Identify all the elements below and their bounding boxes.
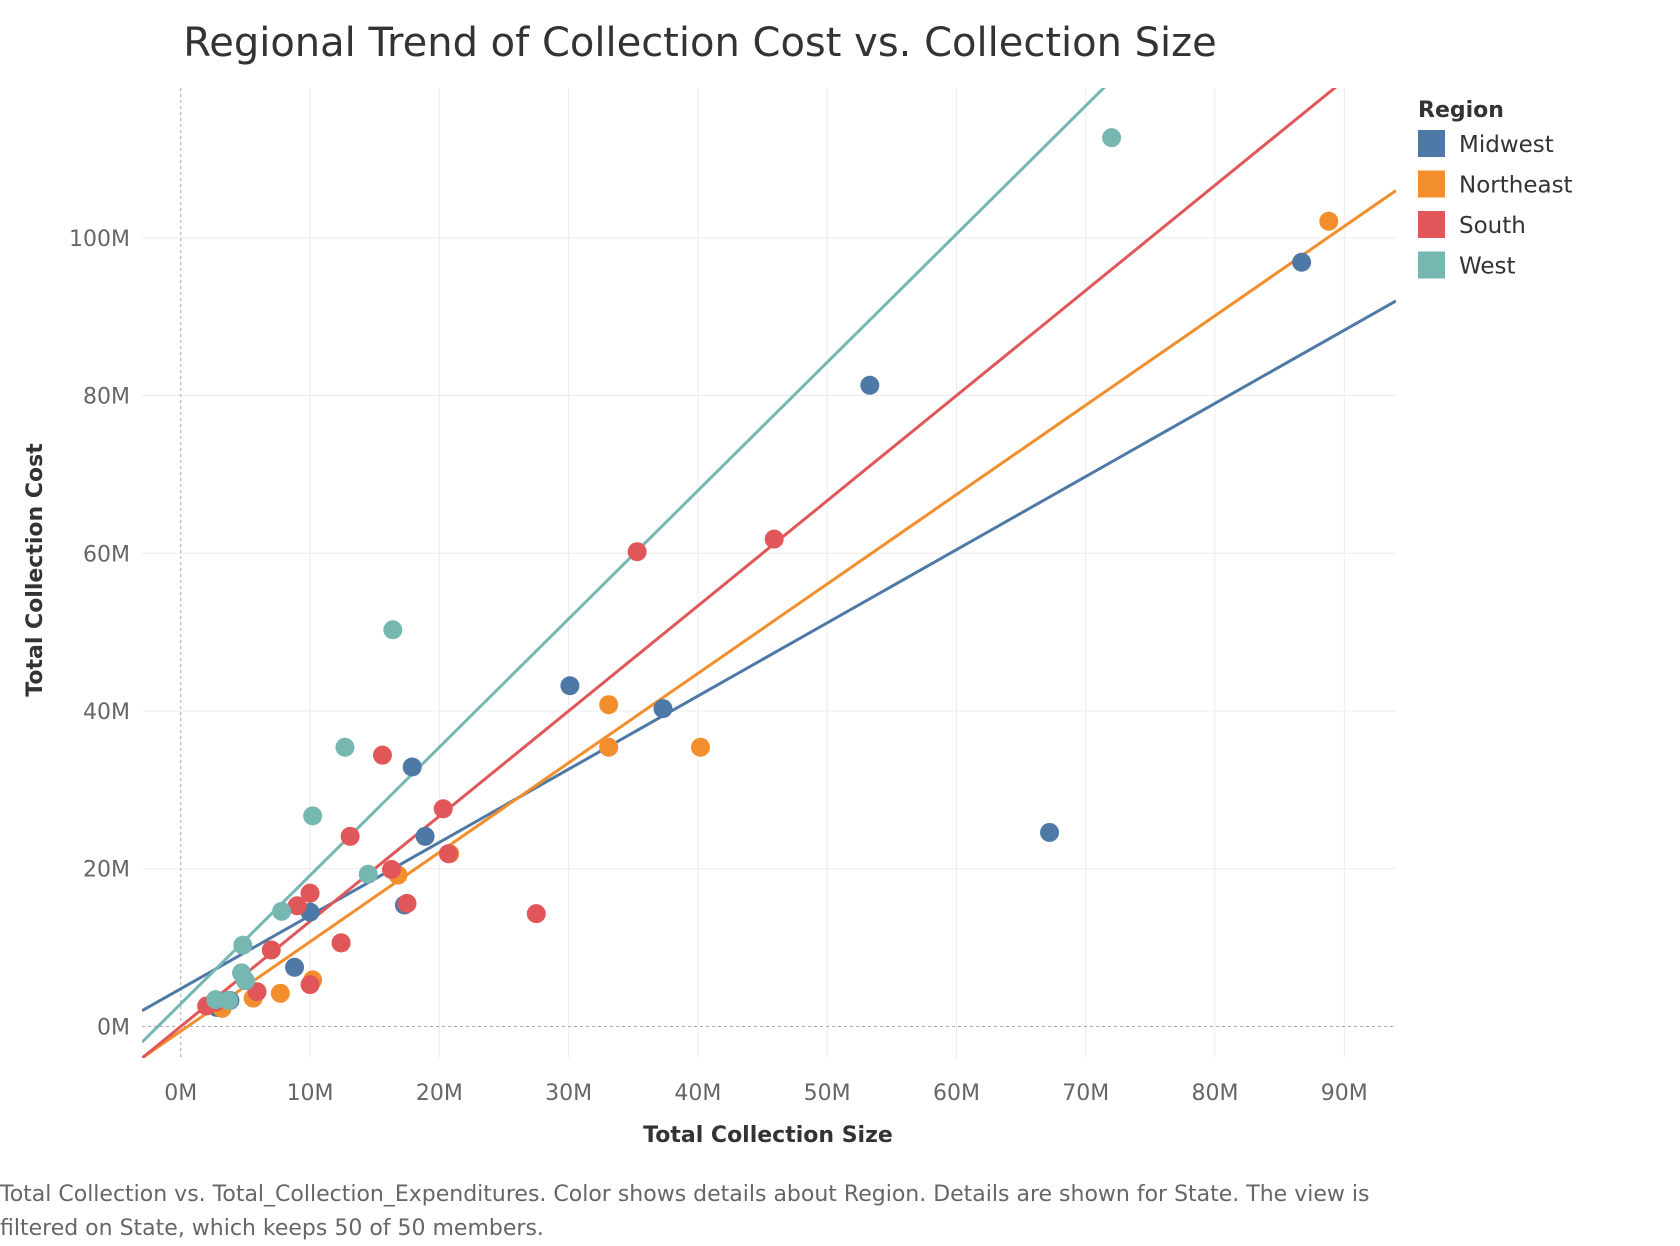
legend-label-west: West: [1459, 254, 1516, 280]
point-midwest: [1292, 252, 1312, 272]
x-tick-label: 60M: [933, 1081, 980, 1106]
point-west: [219, 990, 239, 1010]
legend-swatch-midwest: [1418, 130, 1445, 157]
point-midwest: [402, 757, 422, 777]
point-west: [272, 901, 292, 921]
point-west: [235, 971, 255, 991]
point-midwest: [285, 957, 305, 977]
point-south: [300, 883, 320, 903]
data-points: [197, 128, 1339, 1018]
x-tick-label: 0M: [164, 1081, 197, 1106]
legend-label-south: South: [1459, 213, 1526, 239]
trend-line-south: [142, 88, 1337, 1058]
y-tick-label: 80M: [83, 385, 130, 410]
legend-title: Region: [1418, 98, 1504, 123]
point-south: [764, 529, 784, 549]
point-midwest: [653, 699, 673, 719]
y-axis-title: Total Collection Cost: [23, 443, 48, 697]
point-west: [358, 864, 378, 884]
point-south: [300, 975, 320, 995]
x-tick-label: 80M: [1192, 1081, 1239, 1106]
legend-label-northeast: Northeast: [1459, 173, 1573, 199]
point-midwest: [560, 676, 580, 696]
point-midwest: [860, 375, 880, 395]
y-axis-tick-labels: 0M 20M 40M 60M 80M 100M: [69, 227, 130, 1041]
y-tick-label: 60M: [83, 542, 130, 567]
point-south: [627, 542, 647, 562]
point-south: [397, 893, 417, 913]
x-tick-label: 20M: [416, 1081, 463, 1106]
trend-line-midwest: [142, 299, 1396, 1012]
y-tick-label: 20M: [83, 858, 130, 883]
x-tick-label: 90M: [1321, 1081, 1368, 1106]
point-west: [335, 737, 355, 757]
point-south: [382, 860, 402, 880]
point-northeast: [690, 737, 710, 757]
point-south: [287, 896, 307, 916]
point-west: [383, 620, 403, 640]
point-west: [303, 806, 323, 826]
y-tick-label: 100M: [69, 227, 130, 252]
legend-label-midwest: Midwest: [1459, 132, 1554, 158]
point-south: [261, 940, 281, 960]
legend-swatch-south: [1418, 211, 1445, 238]
point-south: [433, 799, 453, 819]
gridlines: [142, 88, 1396, 1058]
point-west: [1102, 128, 1122, 148]
x-tick-label: 40M: [674, 1081, 721, 1106]
zero-lines: [142, 88, 1396, 1058]
y-tick-label: 0M: [97, 1015, 130, 1040]
legend-swatch-northeast: [1418, 170, 1445, 198]
point-south: [340, 826, 360, 846]
point-south: [372, 745, 392, 765]
trend-lines: [142, 88, 1396, 1058]
point-northeast: [599, 695, 619, 715]
point-northeast: [270, 983, 290, 1003]
trend-line-northeast: [142, 189, 1396, 1058]
point-south: [438, 844, 458, 864]
point-midwest: [415, 826, 435, 846]
point-south: [331, 933, 351, 953]
chart-title: Regional Trend of Collection Cost vs. Co…: [183, 20, 1217, 66]
y-tick-label: 40M: [83, 700, 130, 725]
x-tick-label: 30M: [545, 1081, 592, 1106]
legend: Region Midwest Northeast South West: [1418, 98, 1573, 280]
point-northeast: [1319, 211, 1339, 231]
point-west: [233, 935, 253, 955]
chart-caption: Total Collection vs. Total_Collection_Ex…: [0, 1182, 1370, 1241]
point-midwest: [1040, 822, 1060, 842]
point-northeast: [599, 737, 619, 757]
point-south: [526, 904, 546, 924]
x-tick-label: 70M: [1062, 1081, 1109, 1106]
x-axis-title: Total Collection Size: [643, 1123, 893, 1148]
x-axis-tick-labels: 0M 10M 20M 30M 40M 50M 60M 70M 80M 90M: [164, 1081, 1367, 1106]
x-tick-label: 50M: [804, 1081, 851, 1106]
legend-swatch-west: [1418, 251, 1445, 279]
trend-line-west: [142, 88, 1106, 1044]
x-tick-label: 10M: [287, 1081, 334, 1106]
